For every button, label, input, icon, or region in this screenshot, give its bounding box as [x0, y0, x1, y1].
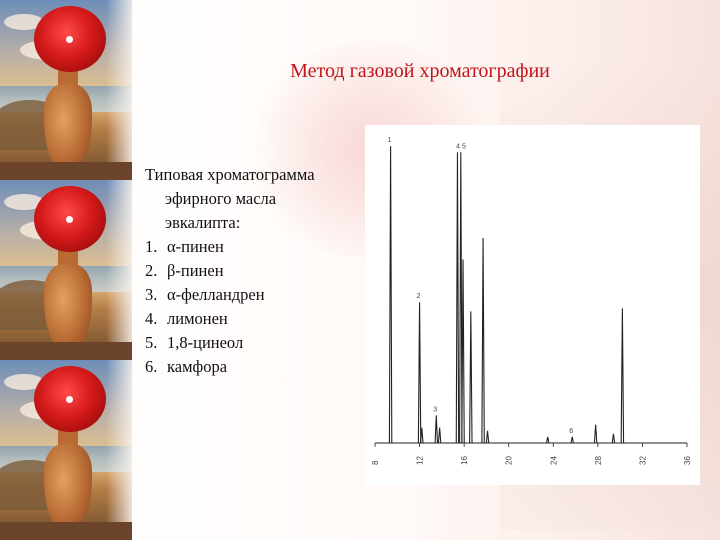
list-item-label: β-пинен [167, 261, 224, 280]
vase-icon [44, 84, 92, 172]
chromatogram-peak [570, 436, 574, 444]
list-item-number: 1. [145, 237, 158, 256]
vase-icon [44, 264, 92, 352]
vase-painting-tile [0, 180, 132, 360]
peak-number-label: 6 [569, 428, 573, 435]
chromatogram-peak [388, 146, 393, 444]
peak-number-label: 3 [433, 406, 437, 413]
chromatogram-peak [469, 311, 473, 444]
chromatogram-description: Типовая хроматограмма эфирного масла эвк… [145, 163, 365, 379]
chromatogram-peak [620, 308, 625, 444]
list-item-label: 1,8-цинеол [167, 333, 244, 352]
chromatogram-peak [611, 433, 616, 444]
list-item: 1. α-пинен [145, 235, 365, 259]
list-item: 6. камфора [145, 355, 365, 379]
list-item-label: камфора [167, 357, 228, 376]
x-tick-label: 12 [416, 456, 425, 465]
decorative-painting-strip [0, 0, 132, 540]
vase-icon [44, 444, 92, 532]
vase-painting-tile [0, 360, 132, 540]
list-item: 2. β-пинен [145, 259, 365, 283]
list-item-label: лимонен [167, 309, 228, 328]
list-item-number: 6. [145, 357, 158, 376]
chromatogram-peak [417, 302, 422, 444]
vase-painting-tile [0, 0, 132, 180]
peak-number-label: 2 [417, 293, 421, 300]
chromatogram-peak [485, 430, 490, 444]
peak-number-label: 1 [388, 137, 392, 144]
chromatogram-peak [437, 427, 442, 444]
chromatogram-peak [481, 237, 485, 444]
x-tick-label: 16 [460, 456, 469, 465]
x-tick-label: 8 [371, 460, 380, 465]
list-item-number: 4. [145, 309, 158, 328]
chromatogram-peak [459, 152, 463, 444]
list-item: 5. 1,8-цинеол [145, 331, 365, 355]
description-heading-line-2: эфирного масла [165, 189, 277, 208]
chromatogram-peak [461, 259, 465, 444]
list-item-label: α-пинен [167, 237, 224, 256]
x-tick-label: 32 [638, 456, 647, 465]
list-item: 4. лимонен [145, 307, 365, 331]
chromatogram-peak [455, 152, 460, 444]
list-item-number: 5. [145, 333, 158, 352]
peak-number-label: 4 5 [456, 143, 466, 150]
list-item-label: α-фелландрен [167, 285, 265, 304]
chromatogram-peak [593, 424, 598, 444]
description-heading-line-3: эвкалипта: [165, 213, 241, 232]
list-item: 3. α-фелландрен [145, 283, 365, 307]
chromatogram-peak [434, 415, 439, 444]
x-tick-label: 36 [683, 456, 692, 465]
description-heading-line-1: Типовая хроматограмма [145, 165, 315, 184]
chromatogram-peak [545, 436, 550, 444]
x-tick-label: 28 [594, 456, 603, 465]
list-item-number: 2. [145, 261, 158, 280]
x-tick-label: 24 [549, 456, 558, 465]
x-tick-label: 20 [505, 456, 514, 465]
chromatogram-peak [420, 427, 424, 444]
list-item-number: 3. [145, 285, 158, 304]
slide-title: Метод газовой хроматографии [290, 60, 550, 82]
